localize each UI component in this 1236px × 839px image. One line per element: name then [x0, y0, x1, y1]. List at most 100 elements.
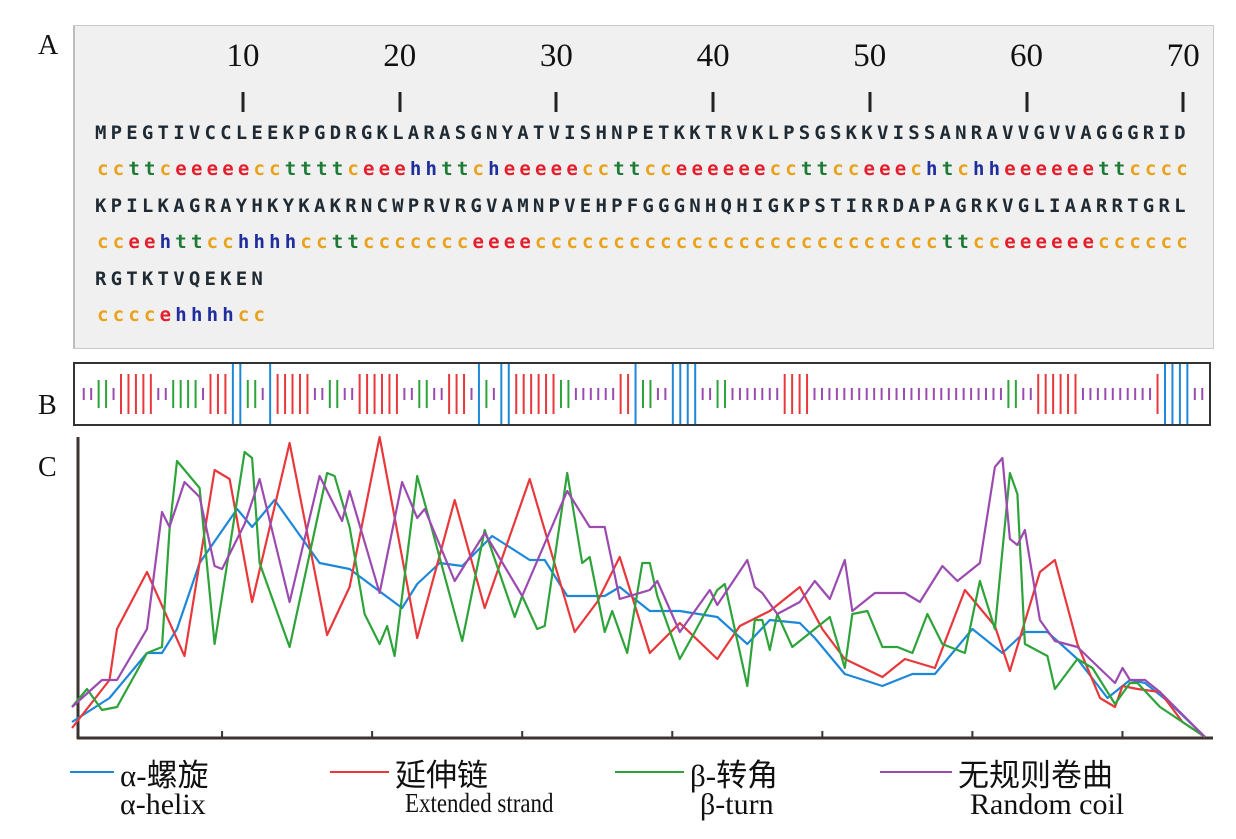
structure-code-c: c [97, 231, 109, 253]
structure-code-e: e [754, 158, 766, 180]
structure-code-e: e [378, 158, 391, 180]
structure-code-c: c [847, 158, 860, 180]
legend-label-en: Extended strand [405, 788, 554, 818]
structure-code-c: c [832, 158, 844, 180]
structure-code-c: c [644, 231, 656, 253]
structure-code-e: e [879, 158, 891, 180]
structure-code-c: c [660, 231, 672, 253]
structure-code-c: c [910, 158, 922, 180]
structure-code-c: c [691, 231, 703, 253]
structure-code-e: e [550, 158, 563, 180]
structure-code-c: c [847, 231, 860, 253]
structure-code-h: h [206, 304, 219, 326]
amino-acid-sequence: MPEGTIVCCLEEKPGDRGKLARASGNYATVISHNPETKKT… [95, 122, 1190, 144]
structure-code-e: e [894, 158, 907, 180]
structure-code-t: t [144, 158, 156, 180]
structure-code-t: t [441, 158, 453, 180]
structure-code-e: e [222, 158, 234, 180]
structure-code-c: c [628, 231, 641, 253]
structure-code-c: c [378, 231, 391, 253]
structure-code-e: e [1019, 158, 1032, 180]
structure-code-t: t [300, 158, 312, 180]
structure-code-e: e [362, 158, 375, 180]
structure-code-e: e [863, 158, 875, 180]
ruler-tick [1181, 92, 1185, 112]
structure-code-e: e [1004, 158, 1016, 180]
ruler-tick [554, 92, 558, 112]
ruler-number: 40 [696, 38, 730, 74]
structure-code-c: c [597, 231, 610, 253]
structure-code-e: e [1066, 158, 1079, 180]
structure-code-e: e [394, 158, 406, 180]
structure-code-e: e [488, 231, 500, 253]
structure-code-c: c [644, 158, 656, 180]
structure-code-c: c [581, 158, 594, 180]
structure-code-c: c [97, 158, 109, 180]
legend-line-coil [880, 771, 952, 773]
structure-code-t: t [613, 158, 625, 180]
series-line-coil [71, 456, 1206, 738]
structure-code-e: e [1082, 158, 1094, 180]
structure-code-c: c [738, 231, 750, 253]
sequence-structure-panel: 10 20 30 40 50 60 70 MPEGTIVCCLEEKPGDRGKLARASG… [73, 25, 1214, 349]
structure-code-c: c [613, 231, 625, 253]
structure-code-c: c [112, 231, 125, 253]
structure-code-c: c [1145, 158, 1157, 180]
structure-code-e: e [190, 158, 203, 180]
structure-code-h: h [284, 231, 297, 253]
structure-code-t: t [190, 231, 203, 253]
structure-code-c: c [957, 158, 969, 180]
structure-code-h: h [175, 304, 187, 326]
legend-label-en: β-turn [700, 788, 774, 821]
amino-acid-sequence: KPILKAGRAYHKYKAKRNCWPRVRGVAMNPVEHPFGGGNH… [95, 195, 1190, 217]
structure-code-c: c [472, 158, 484, 180]
structure-code-e: e [1019, 231, 1032, 253]
structure-code-e: e [535, 158, 547, 180]
structure-code-h: h [159, 231, 172, 253]
structure-code-e: e [519, 231, 531, 253]
structure-code-c: c [769, 158, 782, 180]
ruler-tick [241, 92, 245, 112]
structure-code-e: e [1082, 231, 1094, 253]
structure-code-c: c [112, 304, 125, 326]
structure-code-h: h [488, 158, 500, 180]
structure-code-c: c [1160, 158, 1173, 180]
ruler-number: 20 [383, 38, 417, 74]
structure-code-h: h [222, 304, 234, 326]
structure-code-c: c [660, 158, 672, 180]
series-line-turn [71, 450, 1206, 738]
structure-code-c: c [1145, 231, 1157, 253]
structure-code-c: c [785, 158, 797, 180]
structure-code-c: c [456, 231, 469, 253]
legend-label-zh: 无规则卷曲 [958, 758, 1113, 793]
structure-code-c: c [394, 231, 406, 253]
structure-code-h: h [190, 304, 203, 326]
structure-code-h: h [237, 231, 250, 253]
structure-code-t: t [941, 158, 954, 180]
structure-code-e: e [128, 231, 140, 253]
structure-code-e: e [1051, 231, 1063, 253]
structure-code-t: t [800, 158, 813, 180]
structure-code-c: c [1129, 158, 1141, 180]
structure-code-e: e [738, 158, 750, 180]
structure-code-c: c [1160, 231, 1173, 253]
structure-code-e: e [175, 158, 187, 180]
structure-code-c: c [316, 231, 328, 253]
structure-code-e: e [675, 158, 688, 180]
structure-code-h: h [972, 158, 985, 180]
structure-code-e: e [159, 304, 172, 326]
structure-code-t: t [284, 158, 297, 180]
structure-code-e: e [237, 158, 250, 180]
structure-code-e: e [1035, 158, 1047, 180]
structure-code-c: c [972, 231, 985, 253]
structure-code-c: c [1176, 158, 1188, 180]
structure-code-c: c [754, 231, 766, 253]
structure-code-c: c [1098, 231, 1110, 253]
structure-code-c: c [910, 231, 922, 253]
structure-code-e: e [691, 158, 703, 180]
ruler-number: 70 [1166, 38, 1200, 74]
legend-line-strand [330, 771, 389, 773]
series-line-strand [71, 435, 1206, 738]
